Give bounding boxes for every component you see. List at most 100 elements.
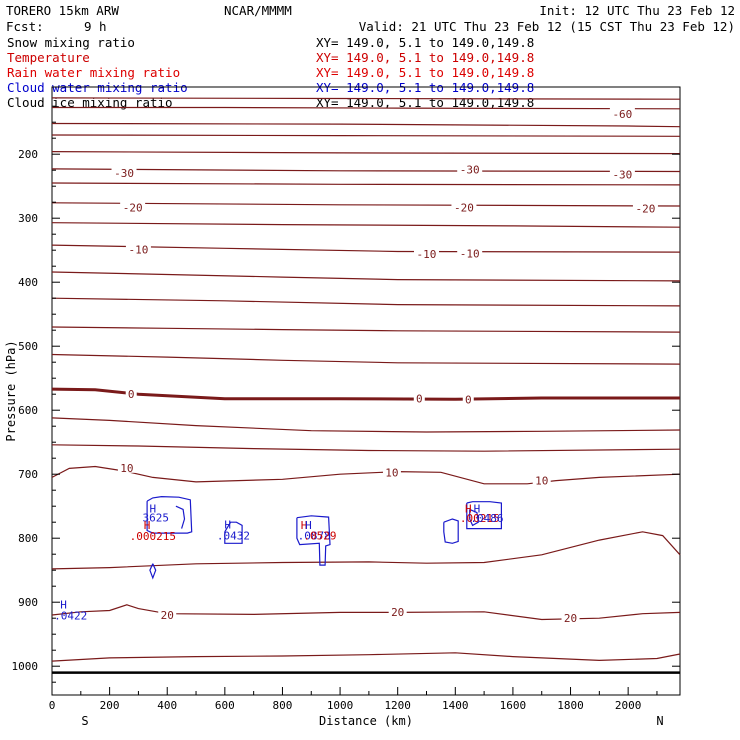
temp-label-bg: [382, 465, 401, 478]
legend-label: Snow mixing ratio: [7, 35, 135, 50]
temp-label-bg: [125, 387, 137, 400]
cloud-water-contour: [224, 521, 243, 544]
isotherm-line: [51, 151, 681, 155]
x-tick-label: 1000: [327, 699, 354, 712]
temperature-isotherms: [51, 97, 681, 662]
isotherm-line: [51, 97, 681, 100]
temp-label-bg: [413, 247, 439, 260]
y-axis-label: Pressure (hPa): [4, 340, 18, 441]
valid-time: Valid: 21 UTC Thu 23 Feb 12 (15 CST Thu …: [359, 19, 735, 34]
x-tick-label: 600: [215, 699, 235, 712]
isotherm-line: [52, 106, 681, 110]
temp-label-bg: [451, 200, 477, 213]
temp-label: -10: [128, 244, 148, 257]
cloud-water-contour: [466, 501, 502, 530]
temp-label-bg: [117, 460, 136, 473]
forecast-hour: 9 h: [84, 19, 107, 34]
isotherm-line: [51, 387, 680, 401]
x-tick-label: 2000: [615, 699, 642, 712]
temp-label-bg: [388, 604, 407, 617]
south-end-label: S: [81, 714, 88, 728]
x-axis-label: Distance (km): [319, 714, 413, 728]
y-tick-label: 700: [18, 468, 38, 481]
y-tick-label: 900: [18, 596, 38, 609]
temp-label: -20: [454, 201, 474, 214]
y-tick-label: 500: [18, 340, 38, 353]
x-tick-label: 1400: [442, 699, 469, 712]
isotherm-line: [51, 168, 681, 173]
legend-xy-range: XY= 149.0, 5.1 to 149.0,149.8: [316, 50, 534, 65]
rain-water-label: H: [305, 519, 312, 532]
isotherm-line: [51, 271, 681, 282]
cloud-water-label: .0432: [217, 529, 250, 542]
x-tick-label: 0: [49, 699, 56, 712]
rain-water-label: .000215: [130, 530, 176, 543]
model-title: TORERO 15km ARW: [6, 3, 119, 18]
rain-water-label: .0878: [298, 529, 331, 542]
x-tick-label: 1200: [384, 699, 411, 712]
temp-label: 20: [564, 612, 577, 625]
temp-label: -30: [460, 164, 480, 177]
legend-label: Rain water mixing ratio: [7, 65, 180, 80]
cloud-water-contour: [175, 505, 186, 529]
x-tick-label: 1600: [500, 699, 527, 712]
cloud-water-contour: [296, 515, 331, 566]
cloud-water-label: H: [224, 519, 231, 532]
legend-xy-range: XY= 149.0, 5.1 to 149.0,149.8: [316, 65, 534, 80]
rain-water-label: .00215: [460, 512, 500, 525]
organization-label: NCAR/MMMM: [224, 3, 292, 18]
legend-xy-range: XY= 149.0, 5.1 to 149.0,149.8: [316, 35, 534, 50]
temp-label-bg: [561, 611, 580, 624]
x-tick-label: 200: [100, 699, 120, 712]
temp-label-bg: [457, 246, 483, 259]
temp-label-bg: [609, 106, 635, 119]
mixing-ratio-labels: H3625H.0432HH.0422H.000215HH.0878.0529H.…: [54, 503, 503, 623]
isotherm-line: [51, 326, 681, 333]
temp-label: 10: [120, 462, 133, 475]
rain-water-label: H: [301, 519, 308, 532]
temp-label-bg: [462, 392, 474, 405]
rain-water-label: H: [465, 503, 472, 516]
temp-label: 0: [416, 393, 423, 406]
cloud-water-label: H: [60, 599, 67, 612]
isotherm-line: [51, 353, 681, 365]
x-tick-label: 400: [157, 699, 177, 712]
isotherm-line: [51, 222, 681, 228]
isotherm-line: [51, 182, 681, 186]
forecast-label: Fcst:: [6, 19, 44, 34]
temp-label: -20: [635, 203, 655, 216]
temp-label: 20: [161, 609, 174, 622]
x-tick-label: 1800: [557, 699, 584, 712]
cloud-water-label: H: [474, 503, 481, 516]
y-tick-label: 1000: [12, 660, 39, 673]
rain-water-label: H: [144, 519, 151, 532]
temp-label-bg: [111, 165, 137, 178]
temp-label: -10: [417, 248, 437, 261]
isotherm-line: [51, 134, 681, 137]
north-end-label: N: [656, 714, 663, 728]
temp-label-bg: [413, 391, 425, 404]
isotherm-line: [51, 652, 681, 662]
isotherm-line: [51, 297, 681, 307]
temp-label-bg: [125, 242, 151, 255]
isotherm-line: [51, 604, 681, 621]
plot-frame: [51, 86, 681, 696]
isotherm-line: [51, 417, 681, 433]
temp-label: 10: [385, 466, 398, 479]
temp-label-bg: [632, 201, 658, 214]
cloud-water-contour: [149, 563, 157, 580]
temp-label: -20: [123, 201, 143, 214]
temp-label: 0: [465, 393, 472, 406]
rain-water-label: .0529: [303, 529, 336, 542]
temp-label-bg: [120, 200, 146, 213]
isotherm-line: [51, 202, 681, 207]
x-axis: 0 200 400 600 800 1000 1200 1400 1600 1800 2000: [49, 687, 658, 712]
temp-label: -30: [114, 167, 134, 180]
cloud-water-label: H: [150, 503, 157, 516]
y-tick-label: 200: [18, 148, 38, 161]
init-time: Init: 12 UTC Thu 23 Feb 12: [539, 3, 735, 18]
isotherm-line: [51, 465, 681, 485]
temp-label: 0: [128, 388, 135, 401]
